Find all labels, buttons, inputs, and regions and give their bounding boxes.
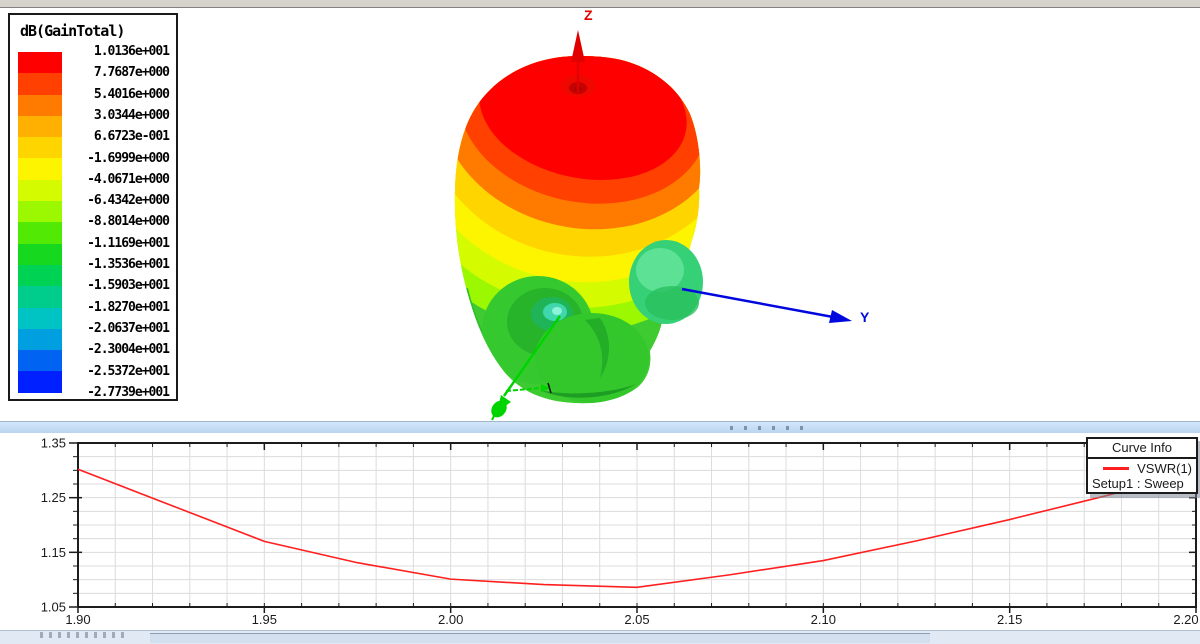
colorbar-value: -2.3004e+001 — [87, 342, 170, 358]
colorbar-value: -1.3536e+001 — [87, 257, 170, 272]
y-tick-label: 1.15 — [41, 545, 66, 560]
colorbar-title: dB(GainTotal) — [20, 22, 125, 40]
colorbar-value: -2.5372e+001 — [87, 363, 170, 379]
colorbar-value: -1.6999e+000 — [87, 150, 170, 166]
radiation-pattern-viewport[interactable]: Z Y dB(GainTotal) 1.0136e+001 — [0, 0, 1200, 421]
side-lobe — [629, 240, 703, 324]
colorbar-bands — [18, 52, 62, 393]
z-axis-label: Z — [584, 7, 593, 23]
colorbar-band — [18, 222, 62, 244]
divider-grip — [730, 426, 810, 430]
scrollbar-track[interactable] — [150, 633, 930, 643]
colorbar-value: -1.8270e+001 — [87, 299, 170, 315]
colorbar-band — [18, 371, 62, 393]
colorbar-band — [18, 328, 62, 351]
vswr-curve — [77, 468, 1197, 589]
colorbar-band — [18, 137, 62, 159]
curve-info-header: Curve Info — [1088, 439, 1196, 459]
legend-line-sample — [1103, 466, 1130, 470]
colorbar-value: -1.5903e+001 — [87, 278, 170, 294]
x-tick-label: 1.90 — [65, 612, 90, 627]
gain-band — [479, 56, 687, 181]
colorbar-value: -6.4342e+000 — [87, 193, 170, 209]
z-axis: Z — [571, 7, 593, 92]
colorbar-band — [18, 286, 62, 308]
main-lobe — [454, 56, 701, 404]
x-tick-label: 1.95 — [252, 612, 277, 627]
colorbar-value: -4.0671e+000 — [87, 171, 170, 187]
curve-info-legend[interactable]: Curve Info VSWR(1) Setup1 : Sweep — [1086, 437, 1198, 494]
y-tick-label: 1.05 — [41, 600, 66, 615]
colorbar-band — [18, 264, 62, 287]
legend-series-sub: Setup1 : Sweep — [1092, 476, 1184, 491]
bottom-lobe-crease — [540, 384, 636, 398]
window-top-edge — [0, 0, 1200, 8]
colorbar-band — [18, 158, 62, 180]
x-tick-label: 2.05 — [624, 612, 649, 627]
clipped-text-remnant — [40, 632, 130, 638]
colorbar-value: 6.6723e-001 — [93, 129, 170, 145]
vswr-plot-pane[interactable]: 1.90 1.95 2.00 2.05 2.10 2.15 2.20 1.05 1.15 1.25… — [0, 433, 1200, 643]
horizontal-scrollbar[interactable] — [0, 630, 1200, 644]
y-axis-label: Y — [860, 309, 870, 325]
x-tick-label: 2.00 — [438, 612, 463, 627]
pane-divider[interactable] — [0, 421, 1200, 434]
y-axis: Y — [681, 287, 870, 325]
radiation-pattern-3d: Z Y — [454, 7, 870, 421]
colorbar-value: -2.7739e+001 — [87, 384, 170, 400]
gain-colorbar: dB(GainTotal) 1.0136e+001 7.7687e+000 5.40… — [8, 13, 178, 401]
x-tick-label: 2.15 — [997, 612, 1022, 627]
phi-direction-arrow — [505, 382, 552, 394]
colorbar-value: 3.0344e+000 — [93, 107, 170, 123]
colorbar-band — [18, 179, 62, 202]
colorbar-value: 1.0136e+001 — [93, 44, 170, 59]
colorbar-band — [18, 307, 62, 329]
colorbar-band — [18, 243, 62, 265]
x-tick-label: 2.20 — [1173, 612, 1198, 627]
colorbar-value: -8.8014e+000 — [87, 214, 170, 230]
y-tick-label: 1.25 — [41, 490, 66, 505]
bottom-lobe — [535, 313, 649, 403]
torus-null-core — [552, 307, 562, 315]
x-axis — [491, 315, 562, 421]
vswr-chart: 1.90 1.95 2.00 2.05 2.10 2.15 2.20 1.05 1.15 1.25… — [41, 436, 1199, 643]
colorbar-value: 7.7687e+000 — [93, 65, 170, 81]
colorbar-band — [18, 115, 62, 138]
y-tick-label: 1.35 — [41, 436, 66, 451]
colorbar-band — [18, 52, 62, 74]
colorbar-value: 5.4016e+000 — [93, 86, 170, 102]
colorbar-band — [18, 73, 62, 95]
lobe-fold — [585, 318, 609, 378]
x-tick-label: 2.10 — [811, 612, 836, 627]
colorbar-value: -1.1169e+001 — [87, 235, 170, 251]
colorbar-band — [18, 94, 62, 116]
colorbar-band — [18, 350, 62, 372]
colorbar-value: -2.0637e+001 — [87, 320, 170, 336]
colorbar-band — [18, 201, 62, 223]
legend-series-label: VSWR(1) — [1137, 460, 1192, 476]
